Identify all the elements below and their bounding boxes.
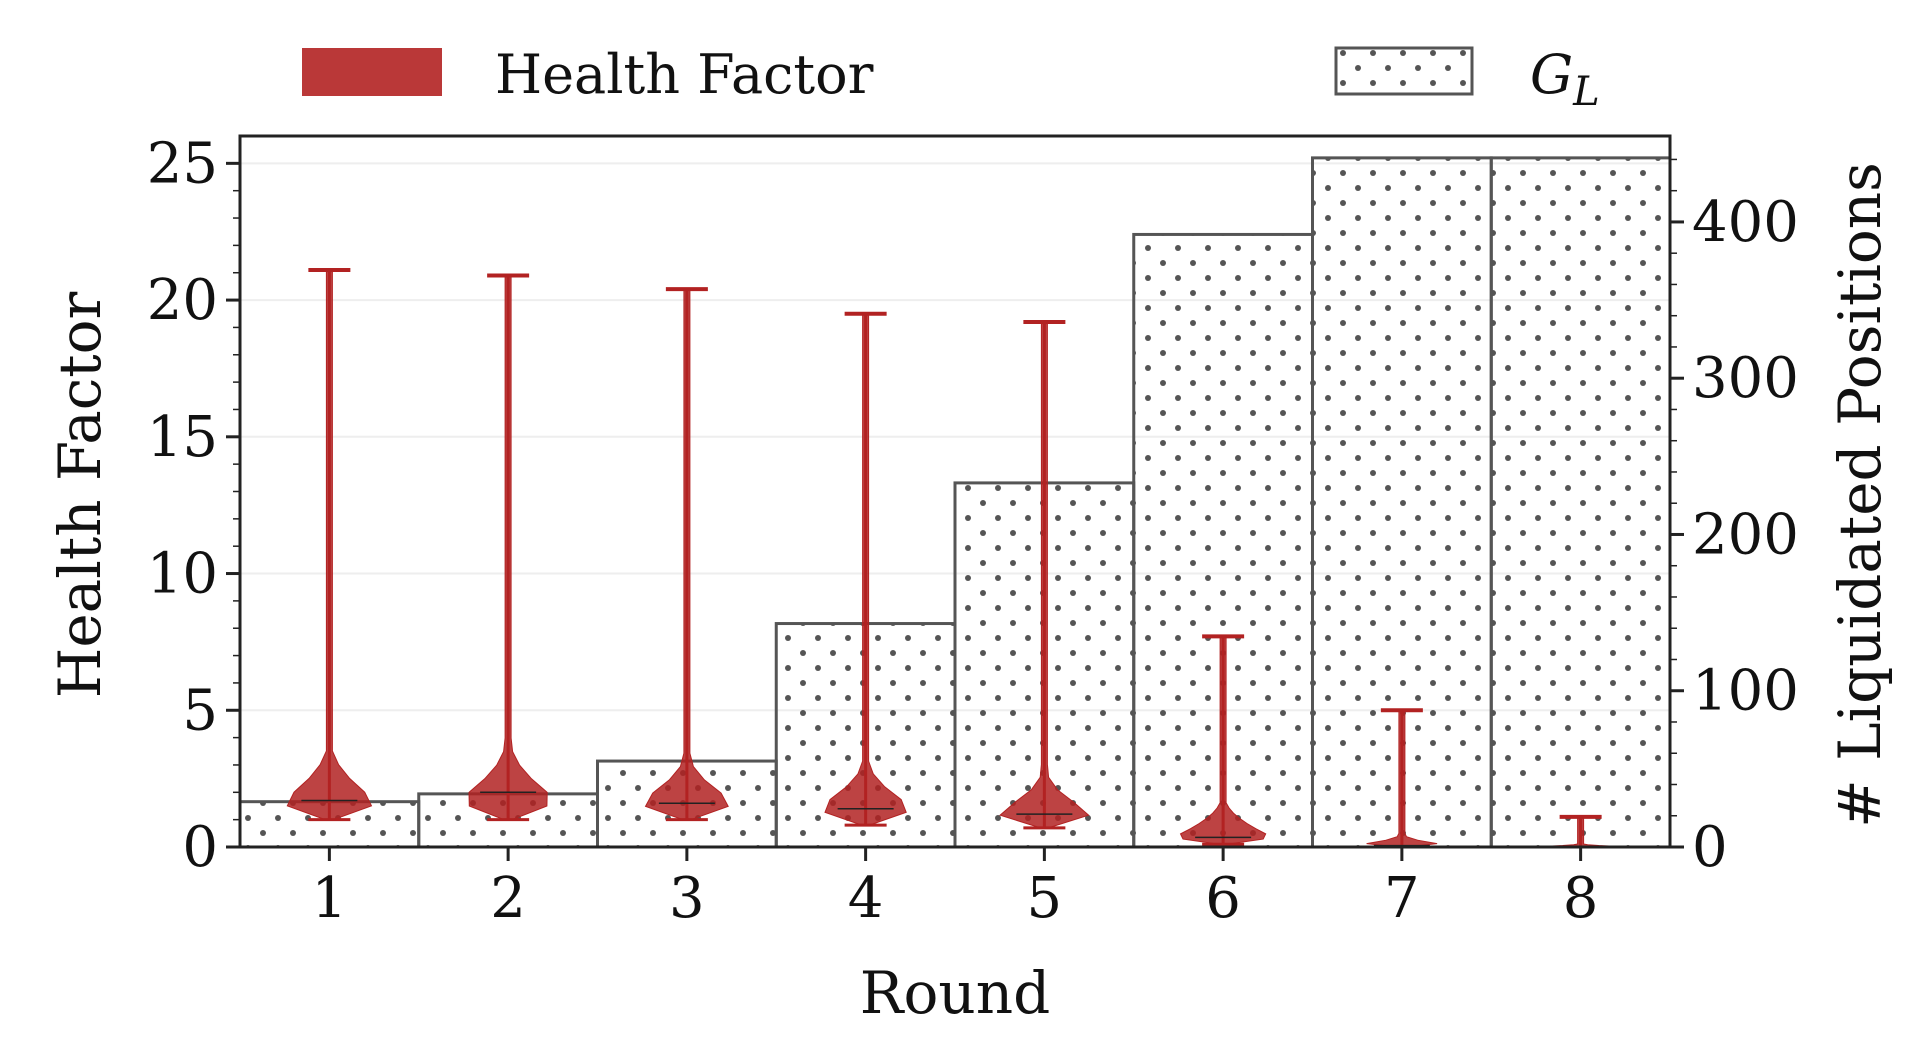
legend-gl-main: G <box>1530 43 1573 106</box>
x-tick-label-2: 2 <box>490 866 526 931</box>
right-axis: 0 100 200 300 400 <box>1670 158 1799 880</box>
right-axis-title: # Liquidated Positions <box>1826 162 1894 828</box>
x-axis: 1 2 3 4 5 6 7 8 <box>312 847 1599 931</box>
left-tick-label-5: 25 <box>147 131 218 196</box>
right-tick-label-4: 400 <box>1692 190 1799 255</box>
left-tick-label-2: 10 <box>147 542 218 607</box>
right-tick-label-2: 200 <box>1692 502 1799 567</box>
legend: Health Factor GL <box>302 43 1600 115</box>
health-violins <box>286 267 1615 849</box>
x-tick-label-8: 8 <box>1563 866 1599 931</box>
x-tick-label-1: 1 <box>312 866 348 931</box>
legend-health-swatch <box>302 48 442 96</box>
x-tick-label-3: 3 <box>669 866 705 931</box>
legend-gl-label: GL <box>1530 43 1600 115</box>
right-tick-label-1: 100 <box>1692 659 1799 724</box>
x-axis-title: Round <box>860 959 1050 1027</box>
left-tick-label-0: 0 <box>182 815 218 880</box>
liquidated-bars <box>238 156 1672 849</box>
left-axis: 0 5 10 15 20 25 <box>147 131 240 880</box>
legend-gl-sub: L <box>1572 69 1600 115</box>
x-tick-label-4: 4 <box>848 866 884 931</box>
x-tick-label-7: 7 <box>1384 866 1420 931</box>
bar-round-8 <box>1489 156 1672 849</box>
right-tick-label-0: 0 <box>1692 815 1728 880</box>
left-tick-label-4: 20 <box>147 268 218 333</box>
legend-gl-swatch <box>1334 46 1474 96</box>
right-tick-label-3: 300 <box>1692 346 1799 411</box>
left-tick-label-3: 15 <box>147 405 218 470</box>
legend-health-label: Health Factor <box>495 43 874 106</box>
left-axis-title: Health Factor <box>46 291 114 698</box>
x-tick-label-6: 6 <box>1205 866 1241 931</box>
x-tick-label-5: 5 <box>1027 866 1063 931</box>
left-tick-label-1: 5 <box>182 678 218 743</box>
